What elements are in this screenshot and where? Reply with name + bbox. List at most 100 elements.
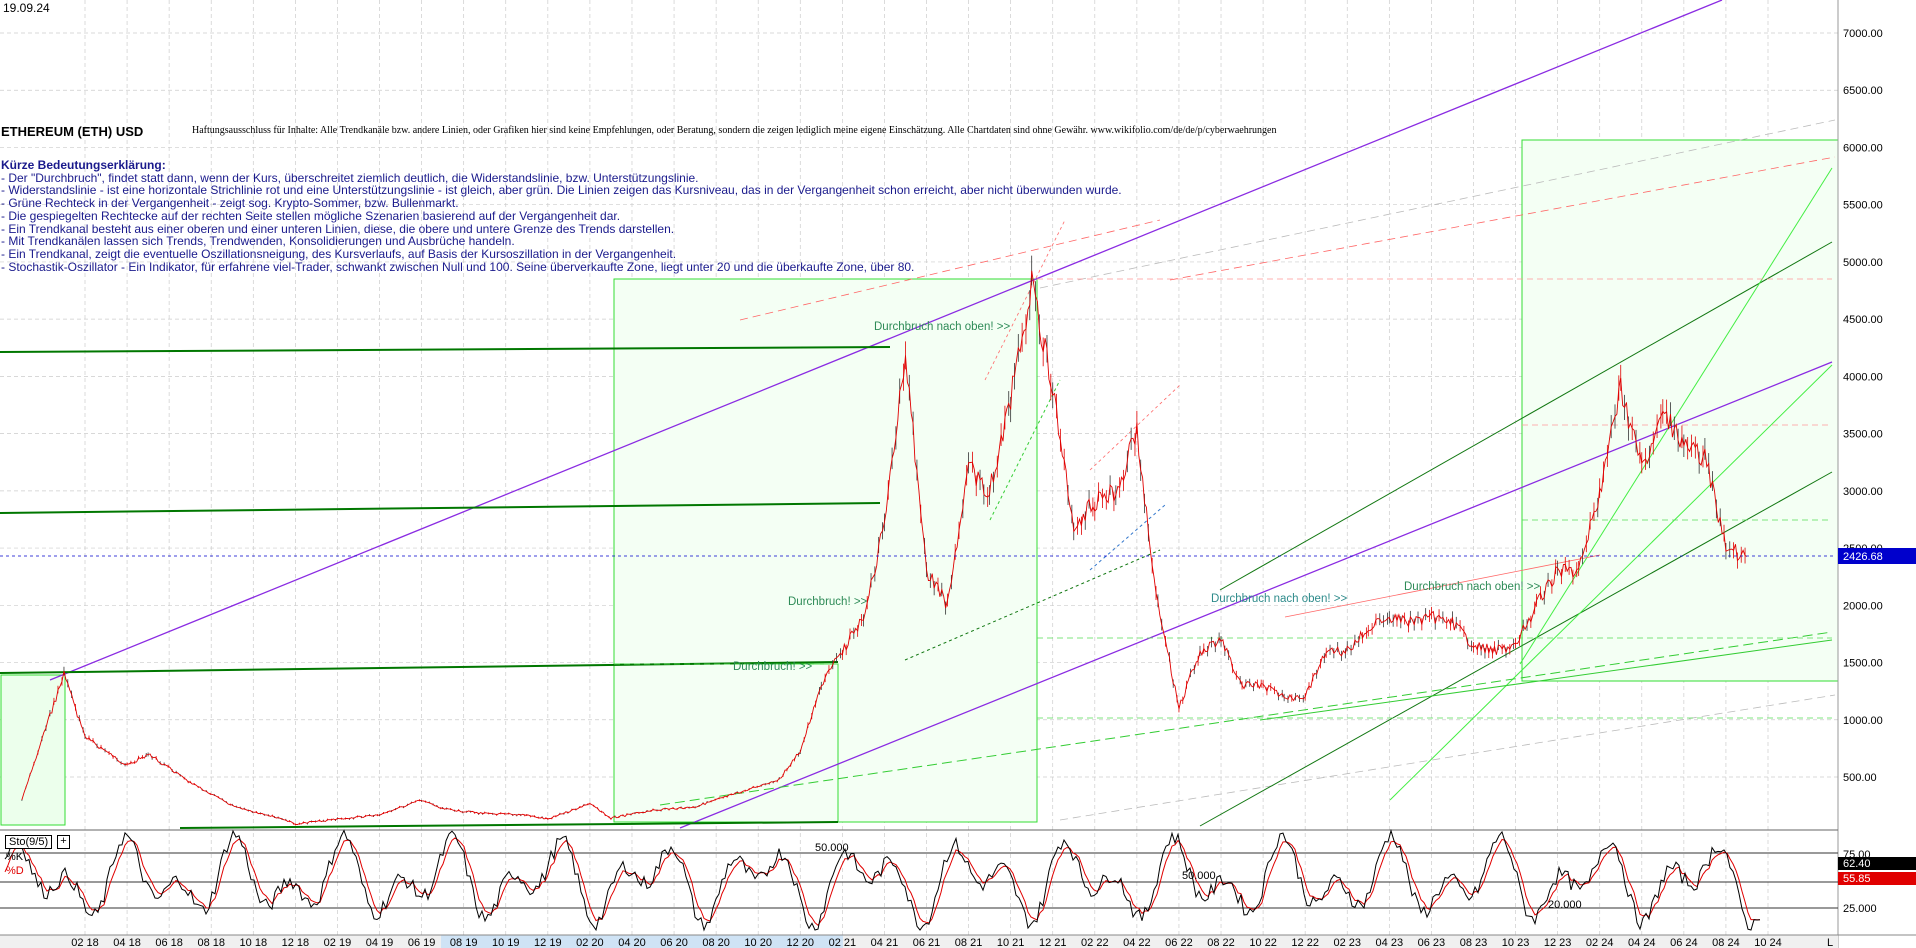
y-tick-label: 4500.00: [1843, 314, 1883, 326]
legend-heading: Kürze Bedeutungserklärung:: [1, 158, 166, 172]
legend-line: - Die gespiegelten Rechtecke auf der rec…: [1, 208, 621, 223]
y-tick-label: 4000.00: [1843, 371, 1883, 383]
green-hline-4: [179, 821, 839, 829]
x-tick-label: 12 20: [787, 937, 815, 948]
legend-line: - Ein Trendkanal, zeigt die eventuelle O…: [1, 246, 677, 261]
legend-line: - Grüne Rechteck in der Vergangenheit - …: [1, 196, 459, 211]
x-tick-label: 10 24: [1754, 937, 1782, 948]
sto-tick-25: 25.000: [1843, 903, 1877, 915]
d-line-label: %D: [6, 865, 24, 877]
trend-lines: [0, 0, 1836, 829]
x-tick-label: 12 21: [1039, 937, 1067, 948]
price-series: [21, 255, 1748, 826]
price-line: [21, 270, 1748, 825]
x-tick-label: 12 18: [282, 937, 310, 948]
x-tick-label: 06 22: [1165, 937, 1193, 948]
x-tick-label: 04 22: [1123, 937, 1151, 948]
legend-line: - Widerstandslinie - ist eine horizontal…: [1, 183, 1122, 198]
chart-title: ETHEREUM (ETH) USD: [1, 124, 144, 139]
last-price-tag: 2426.68: [1838, 548, 1916, 564]
sto-d-value: 55.85: [1843, 873, 1871, 885]
sto-inline-20: 20.000: [1548, 899, 1582, 911]
annot-breakout-2020: Durchbruch! >>: [733, 661, 813, 673]
y-tick-label: 500.00: [1843, 772, 1877, 784]
x-tick-label: 04 19: [366, 937, 394, 948]
red-res-2023: [1284, 554, 1601, 618]
x-tick-label: 02 23: [1333, 937, 1361, 948]
x-tick-label: 06 20: [660, 937, 688, 948]
y-tick-label: 7000.00: [1843, 28, 1883, 40]
x-tick-label: 04 23: [1376, 937, 1404, 948]
x-tick-label: 12 19: [534, 937, 562, 948]
x-axis: 02 18 04 18 06 18 08 18 10 18 12 18 02 19 04 19…: [0, 934, 1916, 948]
legend-line: - Stochastik-Oszillator - Ein Indikator,…: [1, 259, 915, 274]
bull-zone-2017: [0, 674, 66, 826]
legend-line: - Mit Trendkanälen lassen sich Trends, T…: [1, 234, 515, 249]
x-end-marker: L: [1827, 937, 1833, 948]
grey-dash-trend-1: [1039, 119, 1836, 289]
green-dash-support: [659, 631, 1833, 806]
grey-dash-trend-2: [1059, 694, 1836, 821]
annot-breakout-up-2022: Durchbruch nach oben! >>: [1211, 593, 1347, 605]
sto-inline-50b: 50.000: [1182, 870, 1216, 882]
red-dash-trend-1: [739, 219, 1161, 321]
y-axis: 7000.00 6500.00 6000.00 5500.00 5000.00 4500.…: [1843, 28, 1883, 784]
last-price-value: 2426.68: [1843, 551, 1883, 563]
bull-zone-2020: [613, 278, 1038, 823]
red-dot-2022: [1089, 384, 1181, 471]
blue-dot-2022: [1089, 504, 1166, 571]
y-tick-label: 3500.00: [1843, 429, 1883, 441]
y-tick-label: 6500.00: [1843, 85, 1883, 97]
legend-explanation: Kürze Bedeutungserklärung: - Der "Durchb…: [1, 159, 1122, 273]
x-tick-label: 02 18: [71, 937, 99, 948]
green-support-2: [1259, 639, 1833, 721]
annot-breakout-up-2023: Durchbruch nach oben! >>: [1404, 581, 1540, 593]
green-hline-1: [0, 346, 891, 353]
x-tick-label: 08 24: [1712, 937, 1740, 948]
x-tick-label: 08 23: [1460, 937, 1488, 948]
x-tick-label: 02 19: [324, 937, 352, 948]
add-indicator-button[interactable]: +: [57, 835, 70, 849]
stochastic-indicator-label[interactable]: Sto(9/5): [5, 835, 53, 849]
x-tick-label: 10 23: [1502, 937, 1530, 948]
sto-k-value: 62.40: [1843, 858, 1871, 870]
y-tick-label: 6000.00: [1843, 142, 1883, 154]
green-dot-2021b: [989, 379, 1061, 521]
disclaimer-text: Haftungsausschluss für Inhalte: Alle Tre…: [192, 125, 1277, 136]
x-tick-label: 02 21: [829, 937, 857, 948]
y-tick-label: 2000.00: [1843, 600, 1883, 612]
x-tick-label: 04 21: [871, 937, 899, 948]
y-tick-label: 1500.00: [1843, 658, 1883, 670]
x-tick-label: 08 18: [197, 937, 225, 948]
y-tick-label: 3000.00: [1843, 486, 1883, 498]
legend-line: - Der "Durchbruch", findet statt dann, w…: [1, 170, 699, 185]
x-tick-label: 04 24: [1628, 937, 1656, 948]
green-channel-3: [1519, 167, 1833, 665]
x-tick-label: 06 18: [155, 937, 183, 948]
x-tick-label: 08 19: [450, 937, 478, 948]
red-dash-trend-2: [1169, 156, 1836, 281]
x-tick-label: 08 22: [1207, 937, 1235, 948]
y-tick-label: 5500.00: [1843, 200, 1883, 212]
x-tick-label: 10 20: [744, 937, 772, 948]
green-channel-2: [1219, 241, 1833, 591]
x-tick-label: 10 21: [997, 937, 1025, 948]
x-tick-label: 06 21: [913, 937, 941, 948]
x-tick-label: 06 24: [1670, 937, 1698, 948]
x-tick-label: 04 20: [618, 937, 646, 948]
x-tick-label: 08 21: [955, 937, 983, 948]
x-tick-label: 10 22: [1249, 937, 1277, 948]
green-channel-4: [1389, 364, 1833, 801]
x-tick-label: 10 18: [240, 937, 268, 948]
x-tick-label: 06 23: [1418, 937, 1446, 948]
x-tick-label: 04 18: [113, 937, 141, 948]
green-hline-2: [0, 502, 881, 514]
x-tick-label: 12 23: [1544, 937, 1572, 948]
x-tick-label: 12 22: [1291, 937, 1319, 948]
green-dot-2021: [904, 549, 1161, 661]
x-tick-label: 02 22: [1081, 937, 1109, 948]
y-tick-label: 1000.00: [1843, 715, 1883, 727]
k-line-label: %K: [6, 851, 24, 863]
x-tick-label: 02 24: [1586, 937, 1614, 948]
